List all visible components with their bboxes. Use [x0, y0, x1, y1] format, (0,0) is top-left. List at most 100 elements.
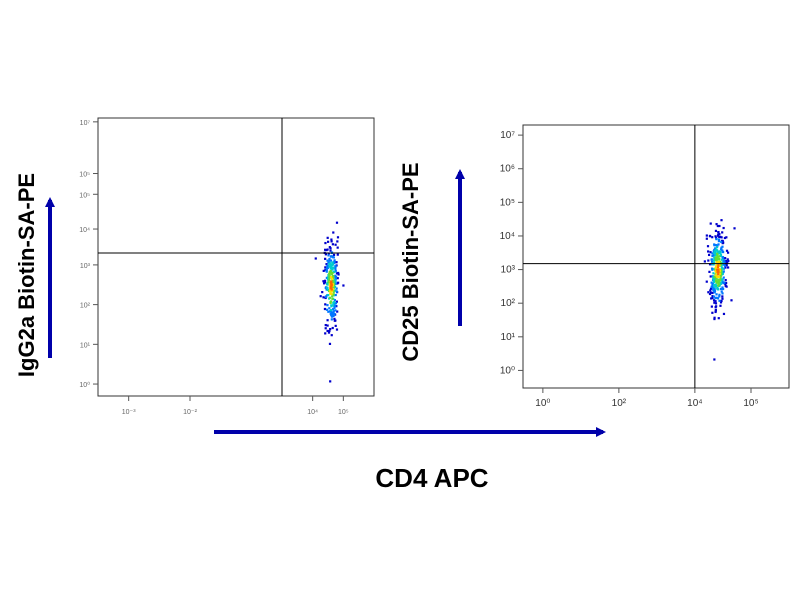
plot-left-y-tick-label: 10³: [80, 263, 91, 270]
plot-right-event-dot: [703, 260, 706, 263]
plot-right-event-dot: [721, 231, 724, 234]
plot-left-event-dot: [325, 270, 328, 273]
plot-right-event-dot: [717, 268, 720, 272]
plot-left-event-dot: [325, 295, 328, 299]
x-axis-title: CD4 APC: [375, 463, 488, 493]
plot-left-event-dot: [336, 240, 339, 243]
plot-right-event-dot: [714, 274, 718, 277]
plot-left-event-dot: [334, 266, 337, 270]
plot-left-event-dot: [329, 255, 333, 258]
plot-right-event-dot: [722, 263, 725, 266]
plot-right-event-dot: [712, 280, 716, 283]
plot-left-event-dot: [334, 265, 337, 268]
plot-right-event-dot: [720, 299, 723, 303]
plot-right-event-dot: [726, 251, 730, 254]
plot-left-event-dot: [335, 261, 338, 264]
plot-left-event-dot: [328, 246, 331, 249]
plot-left-event-dot: [332, 310, 335, 313]
plot-left-event-dot: [328, 277, 331, 280]
plot-right-event-dot: [714, 302, 718, 305]
plot-right-event-dot: [706, 245, 710, 248]
plot-right-event-dot: [711, 291, 714, 295]
plot-right-event-dot: [711, 254, 714, 258]
plot-left-y-tick-label: 10⁰: [79, 381, 90, 389]
plot-right: 10⁰ 10² 10⁴ 10⁵ 10⁷ 10⁶ 10⁵ 10⁴ 10³ 10² 10¹ 10⁰: [500, 124, 790, 409]
plot-right-event-dot: [715, 285, 718, 288]
plot-left-y-tick-label: 10¹: [80, 342, 91, 349]
plot-left-event-dot: [329, 276, 333, 279]
plot-left-event-dot: [330, 309, 333, 312]
plot-left-event-dot: [332, 276, 335, 280]
y-axis-title-left: IgG2a Biotin-SA-PE: [14, 173, 39, 377]
plot-left-event-dot: [324, 332, 327, 335]
plot-right-event-dot: [716, 268, 719, 271]
plot-right-event-dot: [719, 301, 723, 304]
plot-left-event-dot: [332, 289, 335, 292]
plot-right-event-dot: [709, 251, 712, 254]
plot-left-y-tick-label: 10⁵: [79, 192, 90, 199]
plot-right-event-dot: [712, 263, 715, 266]
plot-left-event-dot: [324, 253, 327, 256]
plot-right-event-dot: [711, 296, 714, 300]
plot-left-event-dot: [331, 279, 335, 282]
plot-right-event-dot: [721, 295, 724, 298]
plot-left-event-dot: [322, 269, 325, 272]
plot-right-event-dot: [714, 300, 717, 303]
plot-left-event-dot: [328, 329, 331, 333]
plot-right-event-dot: [710, 305, 713, 308]
plot-left-event-dot: [330, 277, 334, 280]
plot-left-event-dot: [326, 236, 329, 239]
plot-left-event-dot: [342, 284, 345, 287]
plot-right-event-dot: [730, 299, 733, 302]
plot-right-event-dot: [717, 240, 721, 243]
plot-right-event-dot: [714, 310, 717, 314]
plot-right-event-dot: [714, 308, 717, 311]
plot-left-event-dot: [330, 311, 333, 314]
plot-left-event-dot: [331, 326, 334, 330]
plot-right-event-dot: [725, 281, 728, 285]
plot-left-event-dot: [331, 290, 334, 293]
plot-left-event-dot: [327, 252, 330, 255]
plot-left-event-dot: [330, 288, 333, 291]
plot-left-event-dot: [329, 259, 333, 262]
plot-right-event-dot: [716, 270, 719, 274]
plot-right-event-dot: [713, 287, 716, 291]
plot-left-event-dot: [324, 303, 327, 306]
plot-left-event-dot: [330, 282, 333, 285]
plot-left-event-dot: [329, 247, 332, 250]
plot-right-event-dot: [713, 317, 716, 321]
plot-left-event-dot: [329, 290, 332, 293]
plot-right-event-dot: [710, 297, 713, 300]
plot-left-event-dot: [332, 311, 335, 314]
plot-right-event-dot: [707, 250, 710, 253]
plot-right-event-dot: [718, 272, 721, 275]
plot-right-x-tick-label: 10²: [612, 398, 627, 409]
plot-left-event-dot: [326, 266, 330, 269]
plot-left-event-dot: [323, 281, 327, 284]
plot-left-event-dot: [328, 296, 332, 299]
plot-right-event-dot: [719, 287, 723, 291]
plot-left-event-dot: [335, 221, 339, 224]
plot-left-x-tick-label: 10⁵: [338, 409, 349, 416]
plot-left-event-dot: [327, 280, 331, 283]
plot-left-event-dot: [333, 259, 336, 262]
plot-right-event-dot: [717, 317, 720, 320]
plot-left-event-dot: [333, 302, 336, 305]
plot-right-event-dot: [714, 253, 717, 257]
plot-left-event-dot: [324, 323, 327, 327]
plot-left-event-dot: [331, 274, 335, 278]
plot-right-event-dot: [716, 224, 719, 228]
plot-right-event-dot: [720, 279, 724, 282]
plot-right-event-dot: [712, 272, 715, 275]
plot-right-x-tick-label: 10⁴: [687, 398, 702, 409]
plot-left-event-dot: [329, 249, 332, 252]
plot-left-event-dot: [326, 264, 329, 267]
plot-left-event-dot: [331, 261, 334, 264]
plot-right-y-tick-label: 10⁶: [500, 164, 515, 175]
plot-right-event-dot: [711, 311, 714, 314]
plot-right-x-tick-label: 10⁰: [535, 398, 550, 409]
plot-right-event-dot: [716, 252, 719, 255]
plot-left-event-dot: [331, 308, 335, 311]
plot-left-event-dot: [337, 273, 340, 276]
